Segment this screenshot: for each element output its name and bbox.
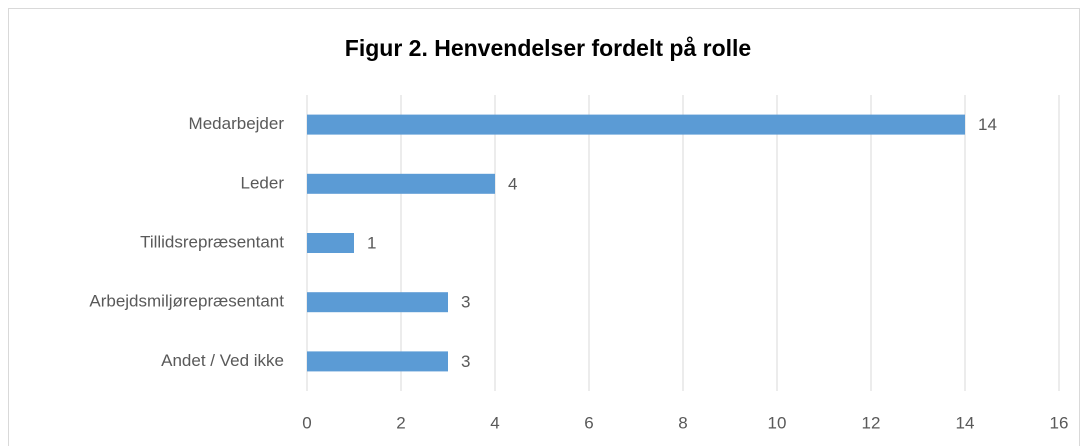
chart-frame: [8, 8, 1080, 446]
data-label: 14: [978, 115, 997, 134]
x-tick-label: 14: [956, 413, 975, 432]
bar: [307, 173, 495, 194]
bar: [307, 351, 448, 372]
x-tick-label: 12: [862, 413, 881, 432]
x-tick-label: 8: [678, 413, 687, 432]
data-label: 3: [461, 352, 470, 371]
y-tick-label: Andet / Ved ikke: [161, 351, 284, 370]
y-tick-label: Medarbejder: [189, 114, 285, 133]
x-tick-label: 2: [396, 413, 405, 432]
data-label: 1: [367, 233, 376, 252]
y-tick-label: Leder: [241, 173, 285, 192]
chart-title: Figur 2. Henvendelser fordelt på rolle: [345, 35, 751, 61]
y-tick-label: Tillidsrepræsentant: [140, 232, 284, 251]
x-tick-label: 4: [490, 413, 499, 432]
bar: [307, 114, 965, 135]
x-tick-label: 0: [302, 413, 311, 432]
y-tick-label: Arbejdsmiljørepræsentant: [89, 292, 284, 311]
x-tick-label: 10: [768, 413, 787, 432]
bar: [307, 233, 354, 253]
bar: [307, 292, 448, 313]
data-label: 3: [461, 293, 470, 312]
x-tick-label: 6: [584, 413, 593, 432]
x-tick-label: 16: [1050, 413, 1069, 432]
data-label: 4: [508, 174, 517, 193]
